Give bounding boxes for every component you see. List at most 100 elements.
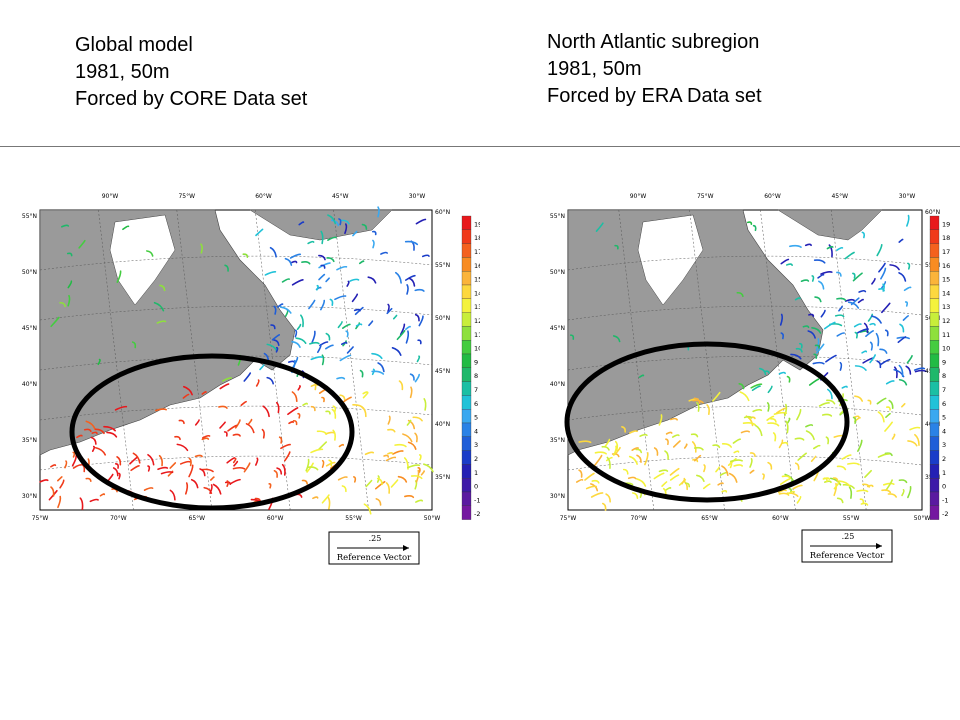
colorbar-label: 8 [942, 372, 946, 380]
colorbar-swatch [461, 367, 472, 382]
left-lat-label: 50°N [22, 269, 37, 276]
colorbar-swatch [929, 381, 940, 396]
colorbar-swatch [461, 298, 472, 313]
colorbar-label: 13 [942, 303, 950, 311]
reference-vector-label: Reference Vector [337, 553, 412, 563]
divider [0, 146, 960, 147]
top-lon-label: 60°W [255, 193, 272, 200]
colorbar-swatch [929, 367, 940, 382]
bottom-lon-label: 65°W [701, 515, 718, 522]
reference-vector-box: .25 Reference Vector [328, 531, 420, 565]
left-lat-label: 50°N [550, 269, 565, 276]
left-caption-line: 1981, 50m [75, 61, 170, 83]
land-mass [39, 209, 296, 456]
colorbar-label: 15 [942, 276, 950, 284]
colorbar-label: 12 [474, 317, 480, 325]
colorbar-swatch [929, 422, 940, 437]
colorbar-swatch [929, 395, 940, 410]
reference-vector-box: .25 Reference Vector [801, 529, 893, 563]
colorbar-swatch [929, 491, 940, 506]
colorbar-swatch [461, 478, 472, 493]
colorbar-label: 17 [474, 248, 480, 256]
colorbar-swatch [461, 326, 472, 341]
colorbar-swatch [929, 353, 940, 368]
colorbar-label: 4 [942, 427, 946, 435]
bottom-lon-label: 65°W [189, 515, 206, 522]
left-caption: Global model 1981, 50m Forced by CORE Da… [75, 32, 307, 113]
right-map-panel: 90°W 75°W 60°W 45°W 30°W 55°N 50°N 45°N 40°N 35°N… [480, 180, 960, 570]
colorbar-swatch [929, 464, 940, 479]
colorbar-label: 19 [942, 220, 950, 228]
left_panel-map-svg: 90°W 75°W 60°W 45°W 30°W 55°N 50°N 45°N 40°N 35°N… [22, 193, 480, 565]
right-lat-label: 50°N [435, 315, 450, 322]
left-lat-label: 30°N [22, 493, 37, 500]
right-caption-line: North Atlantic subregion [547, 31, 760, 53]
colorbar-label: 9 [474, 358, 478, 366]
colorbar-swatch [461, 353, 472, 368]
colorbar-label: 0 [942, 483, 946, 491]
colorbar-swatch [929, 257, 940, 272]
right-caption-line: Forced by ERA Data set [547, 85, 762, 107]
colorbar-label: 3 [474, 441, 478, 449]
right-lat-label: 40°N [435, 421, 450, 428]
colorbar-label: 6 [474, 400, 478, 408]
colorbar-label: 16 [474, 262, 480, 270]
colorbar-label: 6 [942, 400, 946, 408]
grid-line [567, 305, 923, 321]
colorbar-label: 4 [474, 427, 478, 435]
top-lon-label: 75°W [178, 193, 195, 200]
colorbar-swatch [461, 284, 472, 299]
left-lat-label: 55°N [22, 213, 37, 220]
colorbar-label: 8 [474, 372, 478, 380]
colorbar-swatch [929, 409, 940, 424]
colorbar-swatch [929, 243, 940, 258]
colorbar-swatch [929, 436, 940, 451]
colorbar-label: 18 [474, 234, 480, 242]
bottom-lon-label: 55°W [345, 515, 362, 522]
grid-line [39, 255, 433, 271]
colorbar-swatch [929, 326, 940, 341]
colorbar-label: 7 [942, 386, 946, 394]
colorbar-swatch [929, 284, 940, 299]
top-lon-label: 30°W [899, 193, 916, 200]
colorbar-swatch [461, 381, 472, 396]
colorbar-label: 0 [474, 483, 478, 491]
top-lon-label: 45°W [332, 193, 349, 200]
colorbar-label: 15 [474, 276, 480, 284]
left-lat-label: 45°N [22, 325, 37, 332]
left-lat-label: 45°N [550, 325, 565, 332]
colorbar-label: 11 [942, 331, 950, 339]
reference-vector-value: .25 [369, 534, 382, 543]
left-lat-label: 35°N [550, 437, 565, 444]
left-lat-label: 40°N [22, 381, 37, 388]
colorbar-swatch [461, 229, 472, 244]
colorbar-swatch [929, 215, 940, 230]
grid-line [567, 255, 923, 271]
colorbar-swatch [461, 243, 472, 258]
grid-line [39, 305, 433, 321]
bottom-lon-label: 70°W [631, 515, 648, 522]
colorbar-swatch [461, 505, 472, 520]
colorbar-swatch [929, 298, 940, 313]
colorbar-swatch [461, 450, 472, 465]
colorbar-swatch [461, 409, 472, 424]
top-lon-label: 30°W [409, 193, 426, 200]
top-lon-label: 45°W [831, 193, 848, 200]
grid-line [567, 355, 923, 371]
right-lat-label: 45°N [435, 368, 450, 375]
colorbar-swatch [461, 312, 472, 327]
left-lat-label: 35°N [22, 437, 37, 444]
colorbar-label: 7 [474, 386, 478, 394]
top-lon-label: 60°W [764, 193, 781, 200]
right-lat-label: 60°N [925, 209, 940, 216]
left-map-panel: 90°W 75°W 60°W 45°W 30°W 55°N 50°N 45°N 40°N 35°N… [0, 180, 480, 570]
colorbar-label: -2 [942, 510, 948, 518]
bottom-lon-label: 70°W [110, 515, 127, 522]
highlight-ellipse [564, 341, 850, 503]
colorbar-swatch [929, 229, 940, 244]
left-lat-label: 55°N [550, 213, 565, 220]
colorbar-swatch [929, 340, 940, 355]
colorbar-swatch [461, 436, 472, 451]
colorbar-swatch [929, 271, 940, 286]
